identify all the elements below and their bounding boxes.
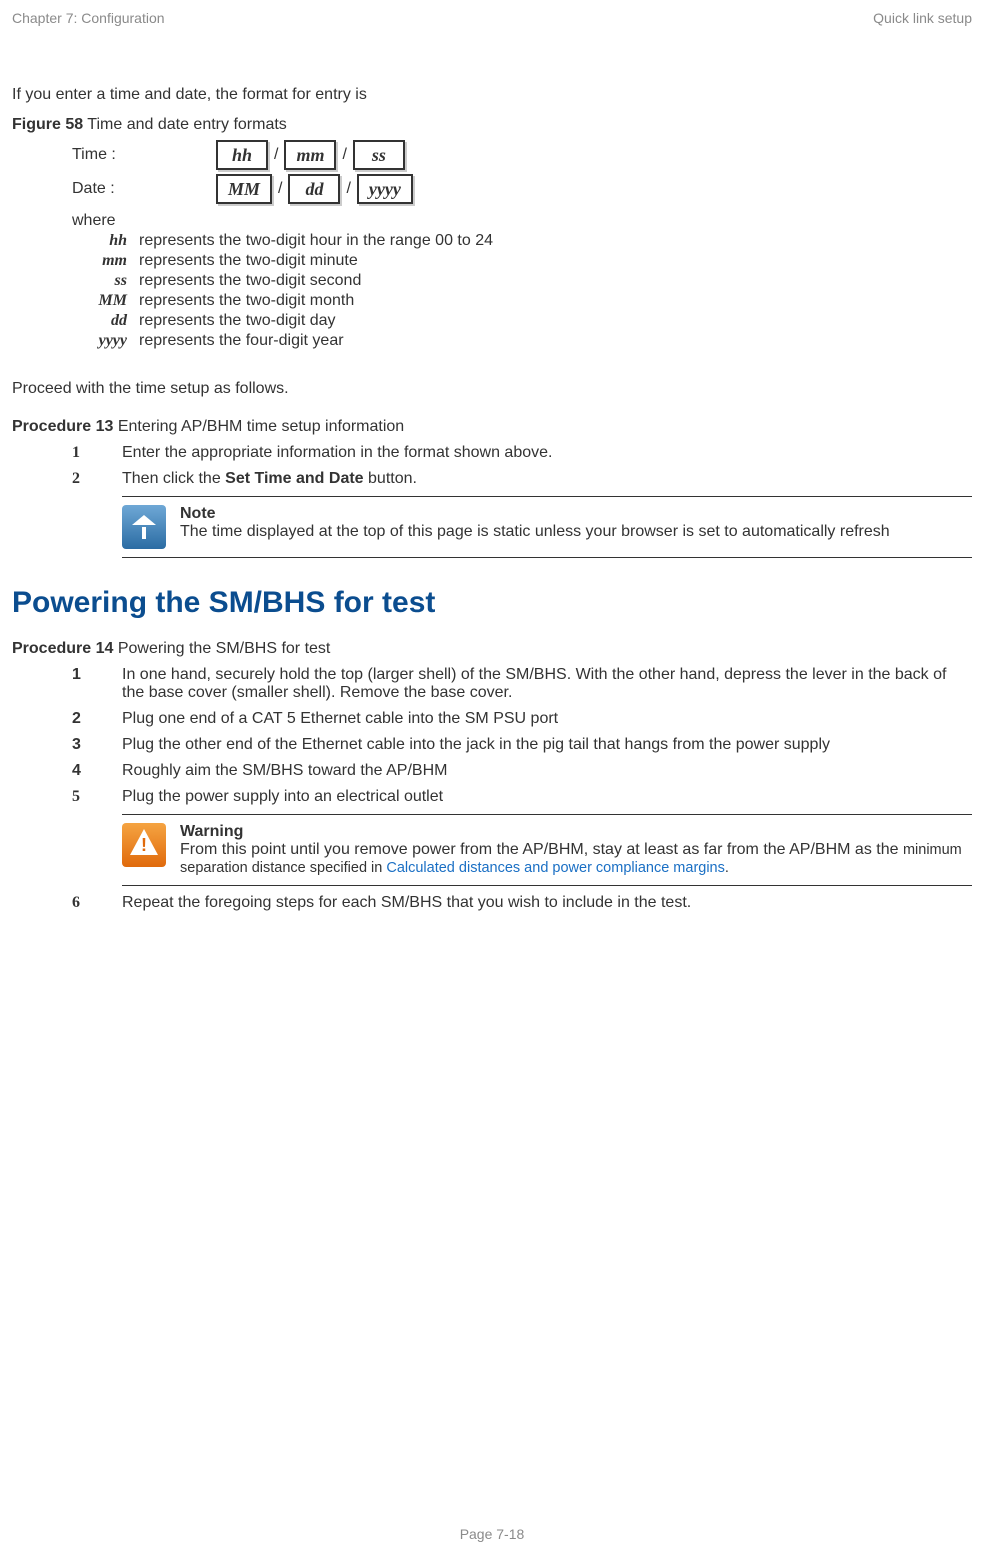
page-number: Page 7-18: [0, 1526, 984, 1542]
def-desc: represents the two-digit day: [139, 312, 972, 330]
button-name-ref: Set Time and Date: [225, 470, 363, 487]
date-dd-box: dd: [288, 174, 340, 204]
def-key: hh: [72, 232, 139, 250]
step-text: Enter the appropriate information in the…: [102, 444, 972, 462]
time-mm-box: mm: [284, 140, 336, 170]
def-key: mm: [72, 252, 139, 270]
where-block: where hhrepresents the two-digit hour in…: [72, 212, 972, 350]
def-desc: represents the two-digit hour in the ran…: [139, 232, 972, 250]
step-text: Roughly aim the SM/BHS toward the AP/BHM: [102, 762, 972, 780]
time-label: Time :: [72, 146, 212, 164]
separator: /: [272, 146, 280, 164]
warning-icon: [122, 823, 166, 867]
figure-caption: Figure 58 Time and date entry formats: [12, 116, 972, 134]
proc14-step3: 3 Plug the other end of the Ethernet cab…: [72, 736, 972, 754]
figure-number: Figure 58: [12, 116, 83, 133]
intro-paragraph: If you enter a time and date, the format…: [12, 86, 972, 104]
proc13-step2: 2 Then click the Set Time and Date butto…: [72, 470, 972, 488]
where-heading: where: [72, 212, 972, 230]
note-text: The time displayed at the top of this pa…: [180, 523, 890, 541]
step-text: Repeat the foregoing steps for each SM/B…: [102, 894, 972, 912]
step-text: In one hand, securely hold the top (larg…: [102, 666, 972, 702]
step-number: 3: [72, 736, 102, 754]
step-number: 1: [72, 444, 102, 462]
note-callout: Note The time displayed at the top of th…: [122, 496, 972, 558]
step-text: Plug the power supply into an electrical…: [102, 788, 972, 806]
proc14-step5: 5 Plug the power supply into an electric…: [72, 788, 972, 806]
step-number: 5: [72, 788, 102, 806]
header-section: Quick link setup: [873, 10, 972, 26]
def-key: dd: [72, 312, 139, 330]
section-heading: Powering the SM/BHS for test: [12, 586, 972, 620]
procedure13-caption: Procedure 13 Entering AP/BHM time setup …: [12, 418, 972, 436]
step-number: 2: [72, 710, 102, 728]
warning-title: Warning: [180, 823, 972, 841]
note-icon: [122, 505, 166, 549]
def-key: ss: [72, 272, 139, 290]
step-number: 2: [72, 470, 102, 488]
proceed-paragraph: Proceed with the time setup as follows.: [12, 380, 972, 398]
time-ss-box: ss: [353, 140, 405, 170]
date-yyyy-box: yyyy: [357, 174, 413, 204]
proc13-step1: 1 Enter the appropriate information in t…: [72, 444, 972, 462]
procedure-title: Entering AP/BHM time setup information: [113, 418, 404, 435]
time-hh-box: hh: [216, 140, 268, 170]
def-desc: represents the four-digit year: [139, 332, 972, 350]
date-mm-box: MM: [216, 174, 272, 204]
note-body: Note The time displayed at the top of th…: [180, 505, 890, 549]
step-number: 4: [72, 762, 102, 780]
date-format-row: Date : MM / dd / yyyy: [72, 174, 972, 204]
figure-title: Time and date entry formats: [83, 116, 287, 133]
def-key: yyyy: [72, 332, 139, 350]
step-text: Then click the Set Time and Date button.: [102, 470, 972, 488]
time-format-row: Time : hh / mm / ss: [72, 140, 972, 170]
warning-callout: Warning From this point until you remove…: [122, 814, 972, 886]
step-text: Plug the other end of the Ethernet cable…: [102, 736, 972, 754]
def-desc: represents the two-digit second: [139, 272, 972, 290]
warning-body: Warning From this point until you remove…: [180, 823, 972, 877]
def-desc: represents the two-digit month: [139, 292, 972, 310]
step-number: 1: [72, 666, 102, 702]
page-header: Chapter 7: Configuration Quick link setu…: [12, 10, 972, 26]
def-desc: represents the two-digit minute: [139, 252, 972, 270]
procedure-title: Powering the SM/BHS for test: [113, 640, 330, 657]
date-label: Date :: [72, 180, 212, 198]
procedure-number: Procedure 13: [12, 418, 113, 435]
separator: /: [340, 146, 348, 164]
procedure-number: Procedure 14: [12, 640, 113, 657]
proc14-step4: 4 Roughly aim the SM/BHS toward the AP/B…: [72, 762, 972, 780]
calc-distances-link[interactable]: Calculated distances and power complianc…: [386, 860, 725, 876]
note-title: Note: [180, 505, 890, 523]
proc14-step2: 2 Plug one end of a CAT 5 Ethernet cable…: [72, 710, 972, 728]
step-number: 6: [72, 894, 102, 912]
warning-text: From this point until you remove power f…: [180, 841, 972, 877]
step-text: Plug one end of a CAT 5 Ethernet cable i…: [102, 710, 972, 728]
proc14-step1: 1 In one hand, securely hold the top (la…: [72, 666, 972, 702]
proc14-step6: 6 Repeat the foregoing steps for each SM…: [72, 894, 972, 912]
procedure14-caption: Procedure 14 Powering the SM/BHS for tes…: [12, 640, 972, 658]
separator: /: [276, 180, 284, 198]
header-chapter: Chapter 7: Configuration: [12, 10, 165, 26]
separator: /: [344, 180, 352, 198]
def-key: MM: [72, 292, 139, 310]
